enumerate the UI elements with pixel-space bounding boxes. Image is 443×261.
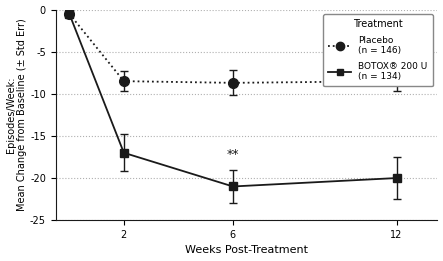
X-axis label: Weeks Post-Treatment: Weeks Post-Treatment — [185, 245, 308, 256]
Text: ** p < 0.001: ** p < 0.001 — [341, 72, 402, 82]
Text: **: ** — [227, 148, 239, 161]
Legend: Placebo
(n = 146), BOTOX® 200 U
(n = 134): Placebo (n = 146), BOTOX® 200 U (n = 134… — [323, 14, 433, 86]
Y-axis label: Episodes/Week:
Mean Change from Baseline (± Std Err): Episodes/Week: Mean Change from Baseline… — [6, 19, 27, 211]
